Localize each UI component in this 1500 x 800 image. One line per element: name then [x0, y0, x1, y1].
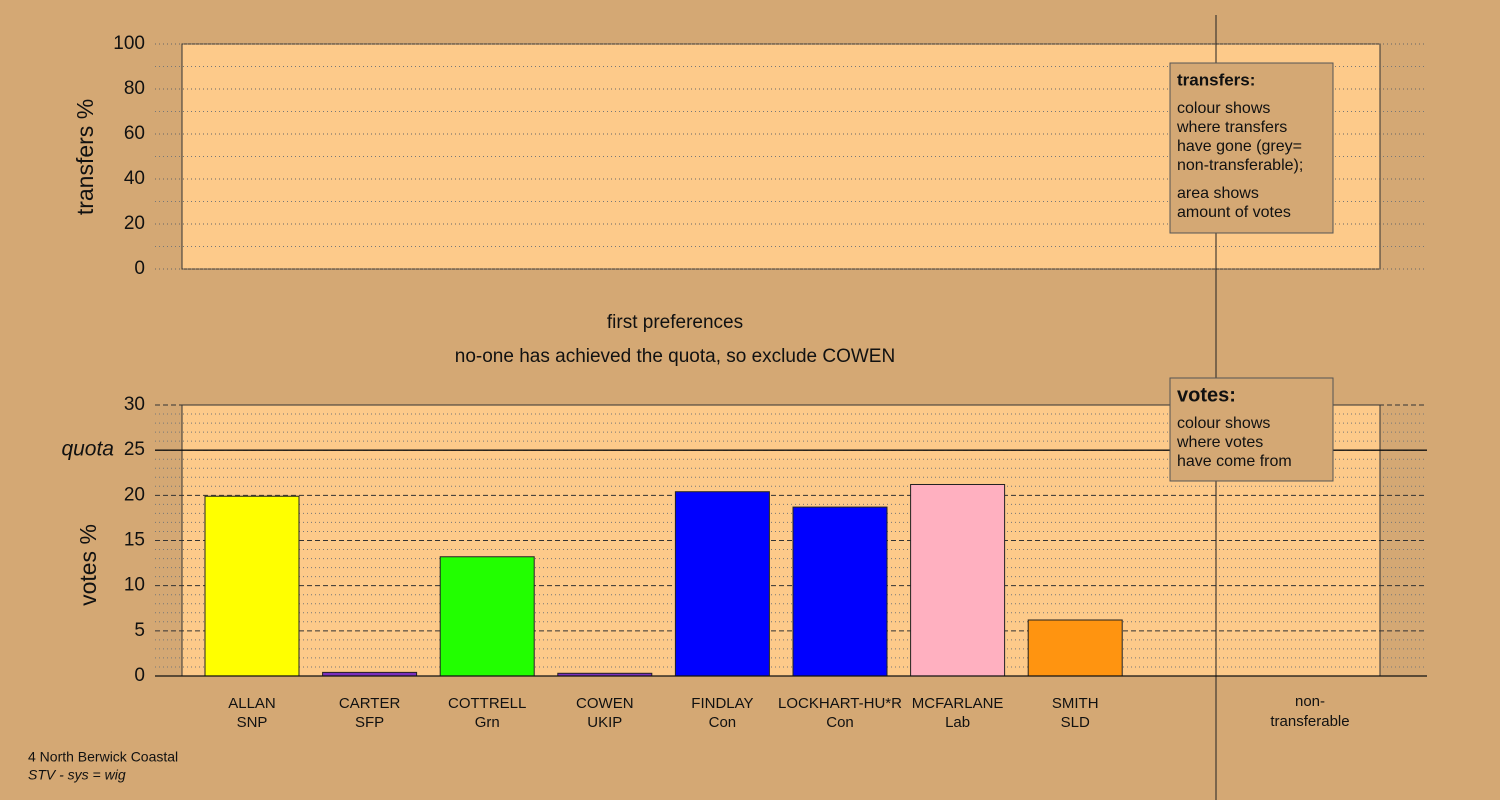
- legend-box: [1169, 62, 1334, 234]
- x-tick-sublabel: Grn: [475, 714, 500, 731]
- y-tick-label: 60: [124, 123, 145, 144]
- x-tick-label: non-: [1295, 693, 1325, 710]
- x-tick-label: MCFARLANE: [912, 695, 1004, 712]
- legend-text: non-transferable);: [1177, 157, 1303, 174]
- legend-text: amount of votes: [1177, 204, 1291, 221]
- y-tick-label: 30: [124, 394, 145, 415]
- bar: [204, 495, 300, 677]
- y-tick-label: 5: [134, 620, 145, 641]
- y-tick-label: 10: [124, 575, 145, 596]
- legend-text: colour shows: [1177, 100, 1270, 117]
- legend-box: [1169, 377, 1334, 482]
- x-tick-label: ALLAN: [228, 695, 276, 712]
- bar: [674, 491, 770, 677]
- chart-subtitle: no-one has achieved the quota, so exclud…: [455, 346, 895, 367]
- x-tick-label: FINDLAY: [691, 695, 753, 712]
- legend-title: votes:: [1177, 384, 1236, 406]
- x-tick-sublabel: Con: [826, 714, 854, 731]
- quota-label: quota: [61, 438, 114, 461]
- chart-title: first preferences: [607, 312, 743, 333]
- x-tick-sublabel: SNP: [237, 714, 268, 731]
- bar: [792, 506, 888, 677]
- y-tick-label: 15: [124, 530, 145, 551]
- x-tick-label: transferable: [1270, 713, 1349, 730]
- x-tick-label: SMITH: [1052, 695, 1099, 712]
- bar: [439, 556, 535, 677]
- legend-text: have gone (grey=: [1177, 138, 1302, 155]
- x-tick-sublabel: Lab: [945, 714, 970, 731]
- x-tick-sublabel: UKIP: [587, 714, 622, 731]
- footer-system: STV - sys = wig: [28, 767, 126, 783]
- x-tick-label: CARTER: [339, 695, 401, 712]
- legend-text: where transfers: [1176, 119, 1287, 136]
- y-tick-label: 40: [124, 168, 145, 189]
- x-tick-sublabel: Con: [709, 714, 737, 731]
- y-tick-label: 80: [124, 78, 145, 99]
- y-axis-label: votes %: [75, 524, 101, 606]
- x-tick-label: COTTRELL: [448, 695, 526, 712]
- y-tick-label: 20: [124, 213, 145, 234]
- x-tick-sublabel: SLD: [1061, 714, 1090, 731]
- bar: [910, 483, 1006, 677]
- x-tick-label: COWEN: [576, 695, 634, 712]
- footer-ward: 4 North Berwick Coastal: [28, 749, 178, 765]
- y-tick-label: 25: [124, 439, 145, 460]
- legend-text: where votes: [1176, 434, 1263, 451]
- legend-text: area shows: [1177, 185, 1259, 202]
- y-tick-label: 20: [124, 484, 145, 505]
- y-tick-label: 0: [134, 665, 145, 686]
- bar: [1027, 619, 1123, 677]
- y-axis-label: transfers %: [72, 99, 98, 215]
- legend-text: have come from: [1177, 453, 1292, 470]
- y-tick-label: 100: [113, 33, 145, 54]
- x-tick-label: LOCKHART-HU*R: [778, 695, 902, 712]
- legend-title: transfers:: [1177, 70, 1255, 89]
- y-tick-label: 0: [134, 258, 145, 279]
- legend-text: colour shows: [1177, 415, 1270, 432]
- x-tick-sublabel: SFP: [355, 714, 384, 731]
